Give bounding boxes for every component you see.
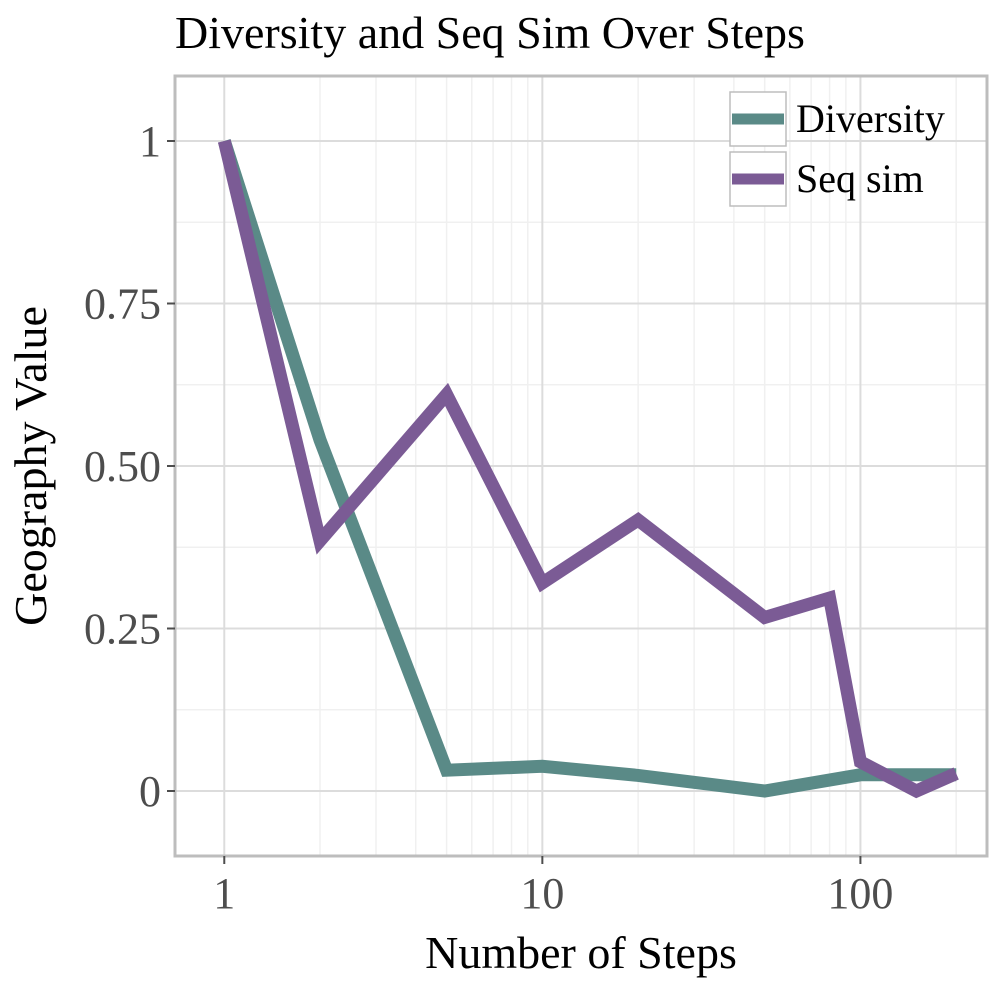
y-tick-label: 0.50: [84, 442, 161, 491]
y-tick-label: 0: [139, 767, 161, 816]
y-tick-label: 1: [139, 117, 161, 166]
x-tick-label: 1: [213, 869, 235, 918]
axis-ticks: 1 10 100 0 0.25 0.50 0.75 1: [84, 117, 893, 918]
y-axis-title: Geography Value: [5, 306, 56, 626]
chart-title: Diversity and Seq Sim Over Steps: [175, 7, 805, 58]
series-lines: [217, 139, 959, 799]
legend-label-diversity: Diversity: [796, 96, 945, 141]
y-tick-label: 0.75: [84, 280, 161, 329]
x-axis-title: Number of Steps: [425, 927, 737, 978]
series-line-seq-sim: [217, 139, 959, 799]
legend: Diversity Seq sim: [729, 91, 945, 207]
x-tick-label: 100: [827, 869, 893, 918]
x-tick-label: 10: [520, 869, 564, 918]
y-tick-label: 0.25: [84, 605, 161, 654]
legend-label-seq-sim: Seq sim: [796, 156, 924, 201]
